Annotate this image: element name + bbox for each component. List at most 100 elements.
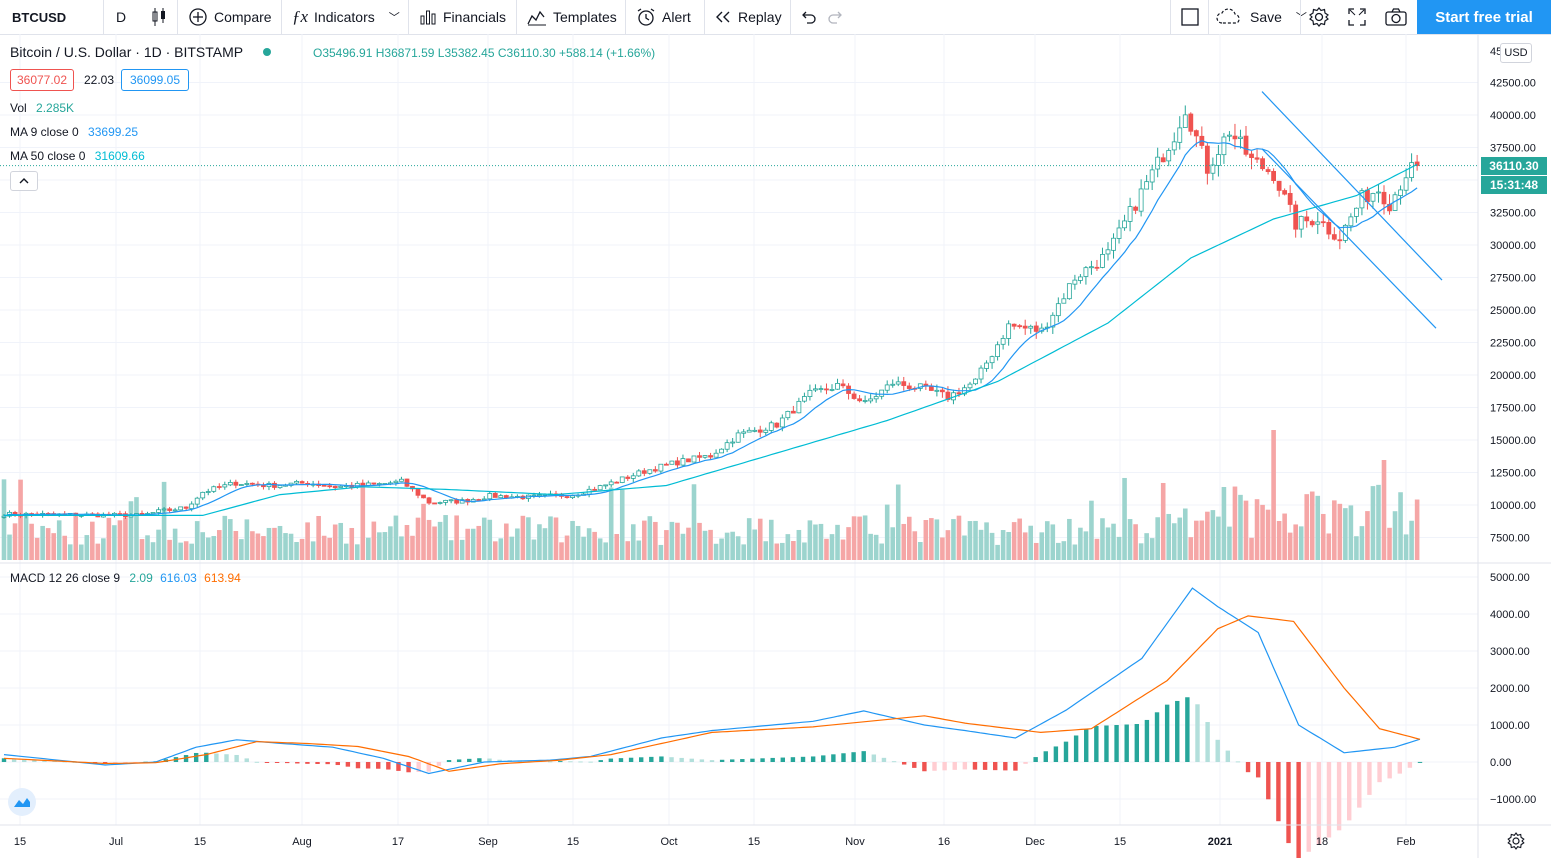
chart-canvas[interactable]: 45 42500.0040000.0037500.0035000.0032500…	[0, 34, 1551, 858]
volume-bar	[366, 537, 371, 560]
alert-button[interactable]: Alert	[636, 0, 691, 34]
volume-bar	[1138, 543, 1144, 560]
symbol-search[interactable]: BTCUSD	[12, 9, 67, 25]
volume-bar	[90, 521, 95, 560]
currency-button[interactable]: USD	[1500, 43, 1532, 63]
start-free-trial-button[interactable]: Start free trial	[1417, 0, 1551, 34]
macd-line[interactable]	[3, 587, 1421, 775]
candle-body	[1260, 158, 1265, 170]
candle-body	[901, 381, 907, 386]
indicators-button[interactable]: ƒx Indicators ﹀	[292, 0, 400, 34]
volume-bar	[884, 504, 890, 560]
candle-body	[476, 499, 482, 501]
series-title[interactable]: Bitcoin / U.S. Dollar · 1D · BITSTAMP	[10, 44, 243, 60]
series-legend[interactable]: Bitcoin / U.S. Dollar · 1D · BITSTAMP	[10, 44, 281, 60]
snapshot-button[interactable]	[1384, 0, 1408, 34]
ma50-line[interactable]	[4, 163, 1418, 516]
chevron-down-icon[interactable]: ﹀	[388, 12, 400, 24]
macd-hist-bar	[315, 762, 320, 764]
ma50-legend[interactable]: MA 50 close 0 31609.66	[10, 149, 145, 163]
volume-bar	[34, 537, 40, 560]
volume-bar	[619, 489, 625, 560]
fullscreen-button[interactable]	[1347, 0, 1367, 34]
compare-button[interactable]: Compare	[188, 0, 272, 34]
candle-body	[1210, 164, 1216, 174]
volume-bar	[829, 534, 835, 560]
volume-bar	[559, 542, 564, 560]
candle-body	[906, 385, 912, 389]
layout-button[interactable]	[1180, 0, 1200, 34]
ma50-label: MA 50 close 0	[10, 149, 86, 163]
volume-bar	[1022, 532, 1028, 560]
candle-body	[299, 481, 305, 484]
financials-button[interactable]: Financials	[419, 0, 506, 34]
candle-body	[1304, 216, 1310, 222]
volume-bar	[515, 528, 520, 560]
candle-body	[178, 506, 184, 511]
volume-bar	[465, 528, 470, 560]
candle-body	[757, 429, 763, 433]
volume-bar	[233, 530, 239, 560]
volume-legend[interactable]: Vol 2.285K	[10, 101, 74, 115]
candle-body	[327, 485, 333, 488]
save-button[interactable]: Save ﹀	[1214, 0, 1307, 34]
ma9-line[interactable]	[3, 140, 1418, 517]
signal-line[interactable]	[3, 615, 1421, 772]
macd-hist-bar	[1013, 762, 1018, 771]
trendlines[interactable]	[1261, 91, 1443, 329]
trendline[interactable]	[1261, 91, 1443, 281]
volume-bar	[123, 517, 128, 560]
volume-bar	[205, 537, 211, 560]
candle-body	[630, 475, 636, 479]
settings-button[interactable]	[1308, 0, 1330, 34]
candle-body	[570, 495, 575, 498]
time-axis-settings-button[interactable]	[1506, 832, 1526, 855]
volume-bar	[443, 515, 448, 560]
volume-bar	[354, 544, 360, 560]
macd-hist-bar	[639, 757, 644, 762]
volume-bar	[509, 536, 515, 560]
candle-body	[768, 422, 774, 431]
time-tick-label: Jul	[109, 836, 123, 848]
trendline[interactable]	[1261, 148, 1437, 329]
candle-body	[680, 458, 686, 466]
macd-hist-bar	[831, 754, 836, 762]
volume-bar	[95, 543, 101, 560]
divider	[408, 0, 409, 34]
volume-bar	[967, 521, 973, 560]
undo-button[interactable]	[800, 0, 816, 34]
macd-hist-bar	[224, 754, 229, 762]
interval-button[interactable]: D	[116, 9, 127, 25]
collapse-legend-button[interactable]	[10, 171, 38, 191]
chart-style-button[interactable]	[150, 0, 168, 34]
replay-button[interactable]: Replay	[714, 0, 782, 34]
gear-icon	[1507, 832, 1525, 850]
volume-bar	[18, 479, 23, 560]
volume-bar	[1166, 513, 1172, 560]
macd-legend[interactable]: MACD 12 26 close 9 2.09 616.03 613.94	[10, 571, 241, 585]
chevron-down-icon[interactable]: ﹀	[1295, 12, 1307, 24]
volume-bar	[194, 521, 200, 560]
volume-bar	[178, 542, 183, 560]
candle-body	[161, 508, 167, 511]
buy-price-box[interactable]: 36099.05	[121, 69, 189, 91]
volume-bar	[575, 525, 581, 560]
macd-tick-label: 1000.00	[1490, 720, 1530, 732]
sell-price-box[interactable]: 36077.02	[10, 69, 74, 91]
spread-value: 22.03	[84, 73, 115, 87]
templates-button[interactable]: Templates	[527, 0, 617, 34]
tradingview-logo[interactable]	[8, 788, 36, 816]
ma9-legend[interactable]: MA 9 close 0 33699.25	[10, 125, 138, 139]
volume-bar	[145, 535, 150, 560]
macd-hist-bar	[608, 758, 614, 762]
candle-body	[967, 383, 973, 389]
candle-body	[227, 482, 233, 486]
volume-bar	[305, 522, 310, 560]
candle-body	[1166, 150, 1172, 162]
redo-button[interactable]	[828, 0, 844, 34]
candle-body	[338, 485, 344, 488]
volume-bar	[1309, 491, 1315, 560]
candle-body	[995, 344, 1000, 357]
volume-bar	[548, 516, 553, 560]
macd-hist-bar	[1407, 762, 1413, 768]
